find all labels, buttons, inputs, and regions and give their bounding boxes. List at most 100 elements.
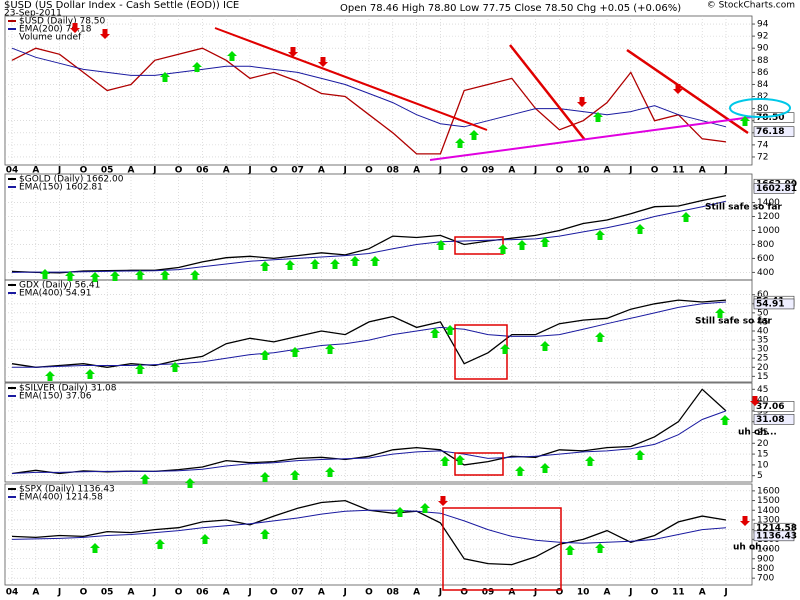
highlight-ellipse [729, 98, 791, 118]
legend-label: GDX (Daily) 56.41 [19, 281, 100, 291]
y-tick-label: 82 [757, 92, 768, 102]
buy-arrow [635, 224, 645, 234]
buy-arrow [740, 116, 750, 126]
y-tick-label: 92 [757, 32, 768, 42]
buy-arrow [540, 341, 550, 351]
x-tick-label: J [438, 588, 442, 598]
y-tick-label: 400 [757, 268, 774, 278]
buy-arrow [260, 529, 270, 539]
last-value-label: 76.18 [756, 127, 784, 137]
sell-arrow [740, 516, 750, 526]
y-tick-label: 35 [757, 336, 768, 346]
x-tick-label: O [651, 588, 659, 598]
y-tick-label: 74 [757, 140, 769, 150]
buy-arrow [585, 456, 595, 466]
sell-arrow [318, 57, 328, 67]
y-tick-label: 72 [757, 152, 768, 162]
buy-arrow [170, 362, 180, 372]
x-tick-label: 06 [196, 166, 209, 176]
x-tick-label: A [413, 166, 420, 176]
buy-arrow [160, 72, 170, 82]
buy-arrow [445, 325, 455, 335]
y-tick-label: 800 [757, 240, 774, 250]
x-tick-label: O [556, 588, 564, 598]
y-tick-label: 30 [757, 345, 769, 355]
buy-arrow [498, 244, 508, 254]
series-line [11, 194, 727, 274]
panel-frame [4, 15, 753, 166]
buy-arrow [420, 503, 430, 513]
last-value-box [753, 298, 795, 310]
buy-arrow [595, 230, 605, 240]
trend-line [509, 44, 586, 141]
y-tick-label: 20 [757, 439, 769, 449]
x-tick-label: J [343, 588, 347, 598]
x-tick-label: O [270, 588, 278, 598]
x-tick-label: A [32, 166, 39, 176]
buy-arrow [540, 463, 550, 473]
buy-arrow [260, 261, 270, 271]
x-tick-label: J [247, 588, 251, 598]
buy-arrow [260, 472, 270, 482]
x-tick-label: J [533, 166, 537, 176]
buy-arrow [565, 545, 575, 555]
y-tick-label: 25 [757, 428, 768, 438]
legend-label: Volume undef [19, 33, 82, 43]
y-tick-label: 80 [757, 104, 769, 114]
buy-arrow [593, 112, 603, 122]
buy-arrow [110, 271, 120, 281]
buy-arrow [160, 270, 170, 280]
x-tick-label: A [223, 166, 230, 176]
buy-arrow [290, 347, 300, 357]
buy-arrow [515, 466, 525, 476]
x-tick-label: A [413, 588, 420, 598]
buy-arrow [325, 467, 335, 477]
y-tick-label: 15 [757, 450, 768, 460]
legend-label: $USD (Daily) 78.50 [19, 17, 106, 27]
x-tick-label: A [318, 166, 325, 176]
signal-arrows [40, 23, 760, 555]
buy-arrow [635, 450, 645, 460]
highlight-box [454, 452, 504, 476]
series-line [11, 47, 727, 128]
y-tick-label: 50 [757, 308, 769, 318]
x-tick-label: J [628, 588, 632, 598]
buy-arrow [285, 260, 295, 270]
y-tick-label: 1400 [757, 198, 780, 208]
buy-arrow [45, 371, 55, 381]
buy-arrow [40, 269, 50, 279]
x-tick-label: A [699, 588, 706, 598]
date: 23-Sep-2011 [4, 9, 62, 19]
buy-arrow [290, 470, 300, 480]
legend-label: EMA(400) 54.91 [19, 289, 91, 299]
x-tick-label: O [175, 588, 183, 598]
legend-label: EMA(150) 37.06 [19, 392, 92, 402]
buy-arrow [395, 507, 405, 517]
legend-label: EMA(400) 1214.58 [19, 493, 103, 503]
trend-lines [214, 27, 791, 591]
sell-arrow [288, 47, 298, 57]
x-tick-label: 09 [482, 588, 495, 598]
x-tick-label: A [508, 588, 515, 598]
y-tick-label: 60 [757, 290, 769, 300]
buy-arrow [430, 328, 440, 338]
buy-arrow [595, 332, 605, 342]
y-tick-label: 1000 [757, 226, 780, 236]
sell-arrow [438, 496, 448, 506]
x-tick-label: 09 [482, 166, 495, 176]
buy-arrow [720, 415, 730, 425]
x-tick-label: 07 [291, 588, 304, 598]
series-line [12, 301, 727, 368]
buy-arrow [135, 364, 145, 374]
x-tick-label: J [723, 588, 727, 598]
x-tick-label: A [604, 588, 611, 598]
buy-arrow [185, 478, 195, 488]
last-value-label: 1602.81 [756, 184, 797, 194]
legend-label: EMA(200) 76.18 [19, 25, 92, 35]
x-tick-label: J [533, 588, 537, 598]
x-tick-label: O [80, 166, 88, 176]
series-line [11, 509, 727, 544]
y-tick-label: 88 [757, 56, 769, 66]
buy-arrow [140, 474, 150, 484]
legend-label: $SILVER (Daily) 31.08 [19, 384, 117, 394]
